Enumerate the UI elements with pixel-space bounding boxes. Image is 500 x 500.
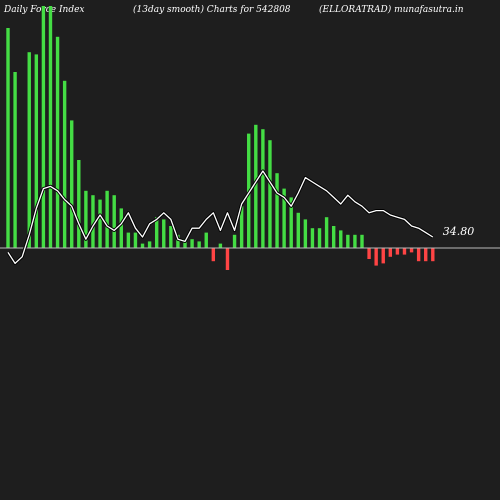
- bar-47: [339, 230, 343, 248]
- bar-4: [34, 54, 39, 249]
- bar-51: [367, 248, 371, 259]
- bar-21: [154, 217, 159, 248]
- header-right: (ELLORATRAD) munafasutra.in: [319, 4, 464, 15]
- bar-59: [424, 248, 428, 262]
- bar-35: [254, 124, 258, 248]
- bar-29: [211, 248, 216, 262]
- bar-42: [303, 219, 308, 248]
- bar-23: [169, 226, 173, 248]
- bar-13: [98, 199, 102, 248]
- bar-28: [204, 232, 208, 248]
- bar-40: [289, 197, 293, 248]
- bar-33: [239, 206, 244, 248]
- bar-1: [13, 72, 17, 248]
- bar-14: [105, 190, 109, 248]
- bar-44: [317, 228, 322, 248]
- bar-55: [395, 248, 400, 255]
- bar-30: [218, 243, 223, 248]
- bar-46: [331, 226, 336, 248]
- bar-60: [431, 248, 435, 262]
- bar-41: [296, 212, 300, 248]
- bar-11: [84, 190, 88, 248]
- bar-15: [112, 195, 116, 248]
- bar-18: [133, 232, 138, 248]
- bar-0: [6, 28, 10, 248]
- bar-39: [282, 188, 286, 248]
- bar-27: [197, 241, 201, 248]
- bar-38: [275, 173, 279, 248]
- bar-6: [48, 6, 53, 248]
- bar-25: [183, 239, 187, 248]
- bar-24: [176, 234, 180, 248]
- bar-45: [324, 217, 329, 248]
- bar-19: [140, 243, 145, 248]
- bar-16: [119, 208, 123, 248]
- bar-57: [409, 248, 414, 253]
- bar-32: [232, 234, 237, 248]
- bar-7: [55, 36, 60, 248]
- bar-12: [91, 195, 95, 248]
- bar-3: [27, 52, 31, 249]
- bar-10: [77, 160, 81, 248]
- line-layer: [6, 169, 434, 265]
- bar-49: [353, 234, 357, 248]
- bar-52: [374, 248, 378, 266]
- bar-36: [261, 129, 265, 248]
- bar-43: [310, 228, 315, 248]
- bar-9: [70, 120, 74, 248]
- bar-8: [62, 80, 67, 248]
- bar-31: [225, 248, 230, 270]
- bar-53: [381, 248, 385, 264]
- bar-26: [190, 239, 194, 248]
- bar-50: [360, 234, 364, 248]
- bar-20: [147, 241, 152, 248]
- bar-22: [162, 219, 166, 248]
- header-center: (13day smooth) Charts for 542808: [133, 4, 291, 15]
- bar-17: [126, 232, 131, 248]
- bar-56: [402, 248, 407, 255]
- bar-5: [41, 6, 46, 248]
- bars-layer: [6, 6, 435, 270]
- bar-54: [388, 248, 393, 257]
- bar-58: [416, 248, 421, 262]
- bar-48: [346, 234, 350, 248]
- smooth-line: [7, 170, 434, 265]
- bar-37: [268, 140, 272, 248]
- last-value-label: 34.80: [443, 225, 475, 238]
